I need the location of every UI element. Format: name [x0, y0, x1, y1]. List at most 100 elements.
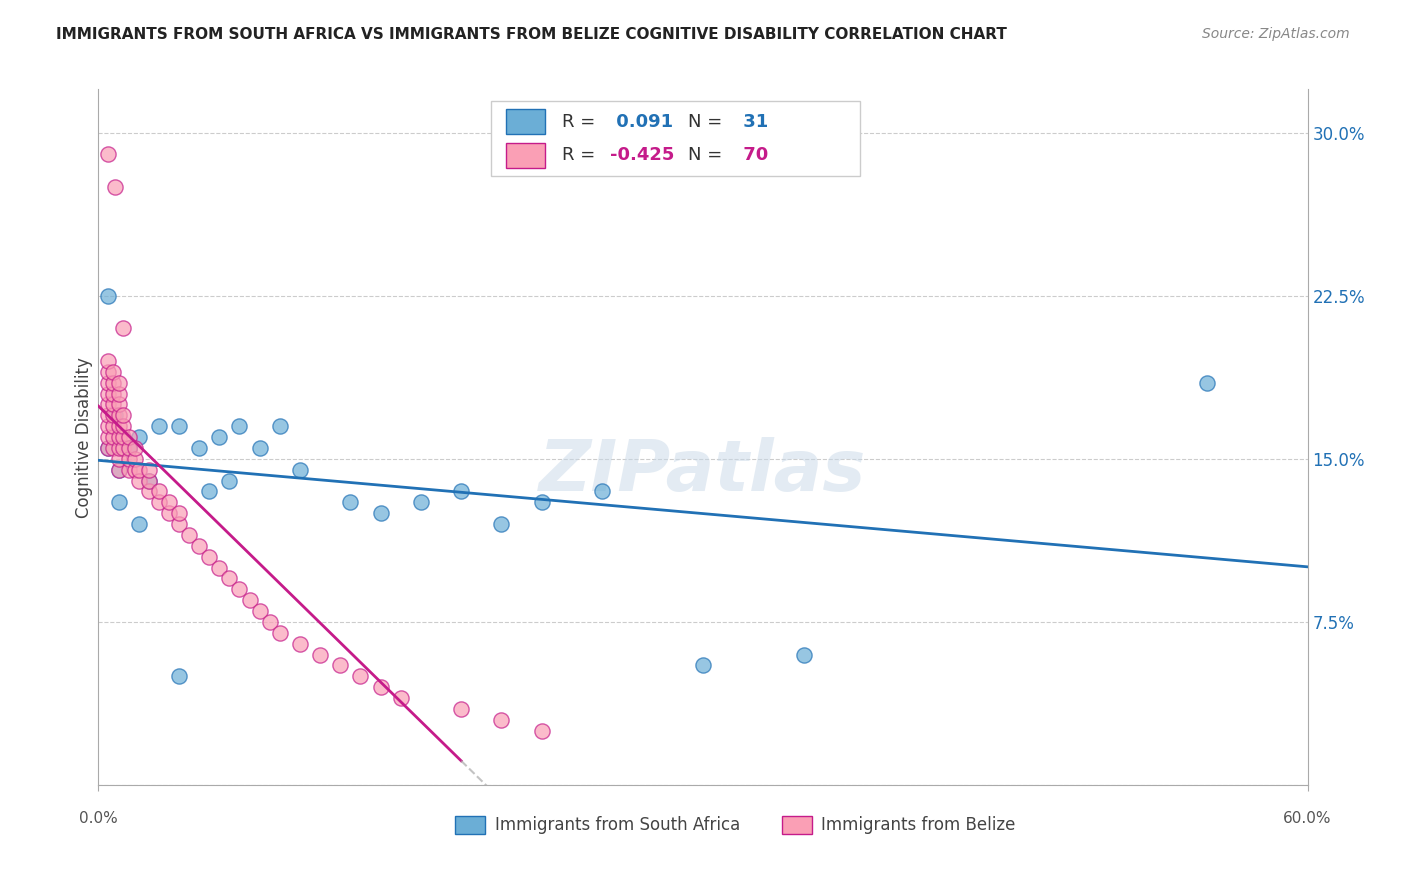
Point	[249, 604, 271, 618]
Point	[101, 409, 124, 423]
Point	[591, 484, 613, 499]
Point	[157, 506, 180, 520]
Point	[179, 528, 201, 542]
FancyBboxPatch shape	[782, 816, 811, 834]
Point	[118, 441, 141, 455]
Point	[148, 419, 170, 434]
Point	[128, 463, 150, 477]
Point	[167, 669, 190, 683]
Point	[107, 451, 129, 466]
Point	[138, 474, 160, 488]
Point	[124, 441, 146, 455]
Point	[107, 463, 129, 477]
Point	[101, 441, 124, 455]
Point	[97, 430, 120, 444]
Point	[118, 463, 141, 477]
Text: Immigrants from Belize: Immigrants from Belize	[821, 816, 1017, 834]
Point	[111, 419, 134, 434]
Text: 0.091: 0.091	[610, 113, 673, 131]
Point	[329, 658, 352, 673]
Point	[97, 441, 120, 455]
Point	[97, 419, 120, 434]
Point	[198, 484, 221, 499]
Point	[349, 669, 371, 683]
FancyBboxPatch shape	[506, 110, 544, 135]
Point	[107, 419, 129, 434]
Point	[198, 549, 221, 564]
Text: N =: N =	[689, 113, 728, 131]
Text: 31: 31	[737, 113, 768, 131]
Point	[118, 430, 141, 444]
Point	[450, 702, 472, 716]
Point	[101, 386, 124, 401]
Point	[118, 441, 141, 455]
Point	[118, 441, 141, 455]
Text: 0.0%: 0.0%	[79, 811, 118, 826]
Point	[107, 441, 129, 455]
Point	[101, 419, 124, 434]
Point	[107, 409, 129, 423]
Point	[370, 680, 392, 694]
Point	[530, 723, 553, 738]
Point	[288, 463, 311, 477]
Point	[138, 463, 160, 477]
Point	[97, 376, 120, 390]
Point	[148, 495, 170, 509]
Point	[239, 593, 262, 607]
Point	[288, 637, 311, 651]
Point	[491, 516, 513, 531]
Point	[370, 506, 392, 520]
Point	[793, 648, 815, 662]
Point	[97, 386, 120, 401]
Text: -0.425: -0.425	[610, 146, 675, 164]
Point	[111, 430, 134, 444]
Text: IMMIGRANTS FROM SOUTH AFRICA VS IMMIGRANTS FROM BELIZE COGNITIVE DISABILITY CORR: IMMIGRANTS FROM SOUTH AFRICA VS IMMIGRAN…	[56, 27, 1007, 42]
Point	[111, 441, 134, 455]
Text: N =: N =	[689, 146, 728, 164]
Point	[97, 409, 120, 423]
Point	[124, 463, 146, 477]
Point	[128, 516, 150, 531]
Point	[107, 495, 129, 509]
Point	[138, 484, 160, 499]
Point	[491, 713, 513, 727]
Text: 70: 70	[737, 146, 768, 164]
Point	[97, 147, 120, 161]
Point	[269, 625, 291, 640]
Point	[107, 376, 129, 390]
Point	[138, 474, 160, 488]
Point	[97, 441, 120, 455]
Point	[218, 571, 240, 585]
Point	[269, 419, 291, 434]
Point	[339, 495, 361, 509]
Point	[208, 560, 231, 574]
Point	[167, 419, 190, 434]
FancyBboxPatch shape	[456, 816, 485, 834]
Point	[103, 409, 125, 423]
Point	[128, 430, 150, 444]
Point	[228, 419, 250, 434]
Point	[97, 354, 120, 368]
Point	[124, 451, 146, 466]
FancyBboxPatch shape	[492, 101, 860, 177]
Text: R =: R =	[561, 146, 600, 164]
Point	[111, 321, 134, 335]
Text: 60.0%: 60.0%	[1284, 811, 1331, 826]
Point	[188, 539, 211, 553]
Point	[249, 441, 271, 455]
Point	[101, 430, 124, 444]
Point	[309, 648, 332, 662]
Point	[167, 516, 190, 531]
Point	[103, 180, 125, 194]
Point	[450, 484, 472, 499]
Point	[228, 582, 250, 597]
Point	[530, 495, 553, 509]
Text: R =: R =	[561, 113, 600, 131]
Text: ZIPatlas: ZIPatlas	[540, 437, 866, 507]
Point	[111, 409, 134, 423]
Point	[107, 463, 129, 477]
Text: Source: ZipAtlas.com: Source: ZipAtlas.com	[1202, 27, 1350, 41]
Point	[107, 397, 129, 411]
Y-axis label: Cognitive Disability: Cognitive Disability	[75, 357, 93, 517]
Point	[118, 451, 141, 466]
